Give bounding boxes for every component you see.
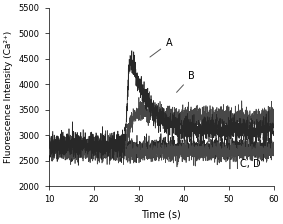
Text: B: B bbox=[177, 71, 195, 92]
X-axis label: Time (s): Time (s) bbox=[141, 210, 181, 220]
Text: C, D: C, D bbox=[231, 157, 260, 169]
Text: A: A bbox=[150, 38, 172, 57]
Y-axis label: Fluorescence Intensity (Ca²⁺): Fluorescence Intensity (Ca²⁺) bbox=[4, 31, 13, 163]
